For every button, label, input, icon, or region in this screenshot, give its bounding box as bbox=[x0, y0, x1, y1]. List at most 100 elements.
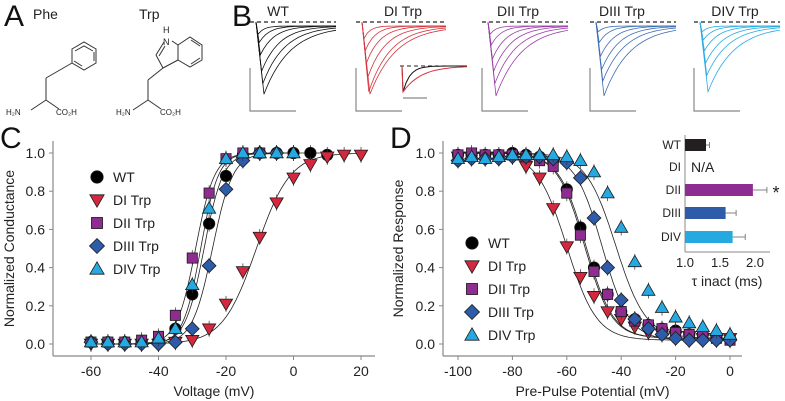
data-point bbox=[586, 210, 602, 226]
current-trace bbox=[255, 21, 337, 86]
legend-label: DIII Trp bbox=[488, 304, 534, 320]
trace-panel-dii-trp: DII Trp bbox=[481, 3, 569, 112]
data-point bbox=[559, 241, 575, 254]
data-point bbox=[654, 326, 670, 342]
current-trace bbox=[699, 21, 780, 52]
x-tick-label: -20 bbox=[216, 363, 236, 379]
x-tick-label: -100 bbox=[444, 363, 472, 379]
bar-diii bbox=[685, 207, 726, 219]
inset-trace-wt bbox=[401, 65, 467, 93]
current-trace bbox=[361, 21, 447, 78]
data-point bbox=[668, 330, 684, 346]
current-trace bbox=[699, 21, 781, 65]
y-tick-label: 0.6 bbox=[26, 221, 46, 237]
y-tick-label: 0.8 bbox=[26, 183, 46, 199]
trace-panel-div-trp: DIV Trp bbox=[693, 3, 781, 112]
data-point bbox=[613, 220, 629, 233]
data-point bbox=[303, 159, 318, 172]
data-point bbox=[151, 330, 166, 344]
data-point bbox=[627, 254, 643, 268]
tau-inact-bar-chart: 1.0 1.5 2.0 τ inact (ms) WT DI DII DIII DIV N/A * bbox=[661, 135, 780, 289]
bar-x-tick-label: 2.0 bbox=[746, 255, 764, 270]
legend-label: WT bbox=[488, 235, 510, 251]
current-trace bbox=[595, 21, 677, 83]
y-tick-label: 1.0 bbox=[416, 145, 436, 161]
data-point bbox=[640, 321, 656, 337]
x-tick-label: -40 bbox=[611, 363, 631, 379]
data-point bbox=[600, 306, 615, 319]
legend-label: DIV Trp bbox=[488, 327, 536, 343]
panel-label-c: C bbox=[0, 122, 22, 155]
data-point bbox=[654, 300, 670, 313]
data-point bbox=[269, 197, 284, 211]
data-point bbox=[532, 147, 547, 161]
data-point bbox=[286, 172, 301, 186]
data-point bbox=[574, 229, 586, 241]
data-point bbox=[681, 315, 697, 329]
bar-category-label: DIV bbox=[661, 230, 681, 244]
data-point bbox=[353, 149, 369, 163]
data-point bbox=[532, 172, 547, 186]
y-tick-label: 0.6 bbox=[416, 221, 436, 237]
data-point bbox=[613, 292, 629, 308]
data-point bbox=[573, 271, 588, 285]
data-point bbox=[695, 332, 711, 348]
current-trace bbox=[487, 21, 569, 96]
current-trace bbox=[487, 21, 569, 86]
legend-label: DIV Trp bbox=[113, 261, 161, 277]
data-point bbox=[235, 266, 251, 279]
legend-marker-di-trp bbox=[89, 194, 105, 208]
trace-title: DII Trp bbox=[497, 3, 539, 19]
data-point bbox=[641, 283, 656, 296]
phe-amine-label: H₂N bbox=[6, 108, 21, 117]
trp-nh-h: H bbox=[163, 25, 170, 35]
current-trace bbox=[255, 21, 337, 95]
legend-marker-diii-trp bbox=[88, 237, 106, 255]
legend-marker-dii-trp bbox=[91, 217, 103, 229]
data-point bbox=[201, 200, 217, 214]
x-tick-label: -60 bbox=[81, 363, 101, 379]
y-tick-label: 0.8 bbox=[416, 183, 436, 199]
di-trp-inset bbox=[400, 65, 468, 99]
legend-label: DI Trp bbox=[488, 258, 526, 274]
series-div-trp bbox=[450, 146, 738, 343]
scale-bar bbox=[355, 68, 402, 112]
current-trace bbox=[595, 21, 677, 96]
panel-c: C 0.0 0.2 0.4 0.6 0.8 1.0 -60 -40 -20 0 20 Voltage … bbox=[0, 122, 375, 399]
data-point bbox=[117, 334, 133, 348]
data-point bbox=[708, 332, 724, 348]
data-point bbox=[491, 149, 507, 163]
y-tick-label: 0.4 bbox=[26, 260, 46, 276]
data-point bbox=[218, 181, 234, 197]
legend-marker-wt bbox=[465, 236, 479, 250]
data-point bbox=[134, 334, 149, 348]
data-point bbox=[286, 145, 301, 159]
x-axis-label: Voltage (mV) bbox=[174, 383, 255, 399]
scale-bar bbox=[481, 68, 528, 112]
x-tick-label: -20 bbox=[665, 363, 685, 379]
current-trace bbox=[699, 21, 781, 94]
current-trace bbox=[255, 21, 337, 73]
panel-label-b: B bbox=[232, 0, 252, 33]
data-point bbox=[600, 260, 616, 276]
x-tick-label: -40 bbox=[148, 363, 168, 379]
panel-b: B WT DI Trp DII Trp DIII Trp DIV Trp bbox=[232, 0, 781, 112]
data-point bbox=[668, 309, 683, 323]
legend-marker-dii-trp bbox=[466, 283, 478, 295]
trace-title: WT bbox=[267, 3, 289, 19]
legend: WT DI Trp DII Trp DIII Trp DIV Trp bbox=[463, 235, 536, 343]
current-trace bbox=[255, 21, 337, 57]
data-point bbox=[588, 265, 600, 277]
data-point bbox=[201, 258, 217, 274]
scale-bar bbox=[249, 68, 296, 112]
trace-title: DIV Trp bbox=[711, 3, 759, 19]
data-point bbox=[201, 323, 217, 337]
data-point bbox=[586, 291, 602, 304]
data-point bbox=[336, 149, 352, 163]
y-tick-label: 0.4 bbox=[416, 260, 436, 276]
scale-bar bbox=[693, 68, 740, 112]
data-point bbox=[235, 145, 251, 159]
bar-x-axis-label: τ inact (ms) bbox=[692, 273, 763, 289]
legend-label: DI Trp bbox=[113, 192, 151, 208]
data-point bbox=[572, 170, 588, 186]
